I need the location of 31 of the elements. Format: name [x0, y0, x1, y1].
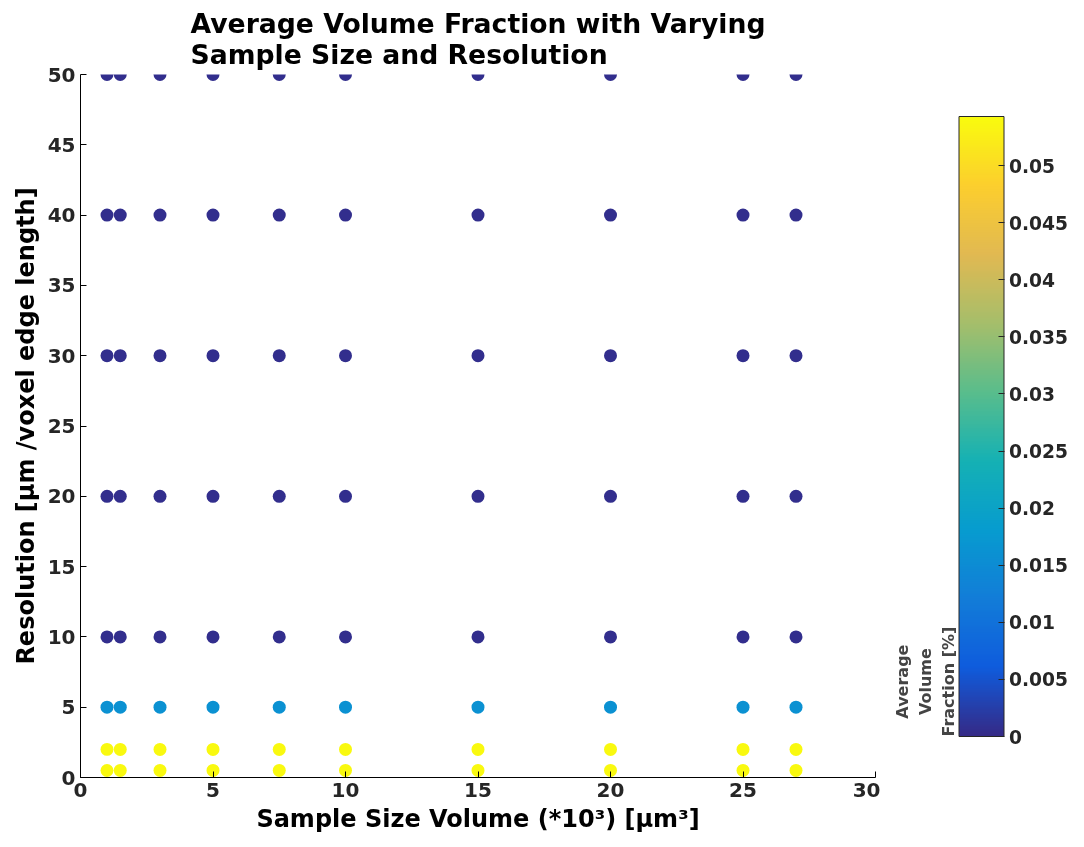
x-tick-label: 30 [852, 777, 881, 802]
x-tick-label: 10 [331, 777, 360, 802]
color-bar-label: 0.045 [1009, 212, 1069, 234]
y-tick-label: 40 [47, 203, 76, 228]
x-axis-title: Sample Size Volume (*10³) [µm³] [256, 804, 700, 833]
y-tick-label: 35 [47, 273, 76, 298]
color-bar-label: 0.02 [1009, 498, 1056, 520]
color-bar-label: 0.025 [1009, 441, 1069, 463]
x-tick-label: 15 [464, 777, 492, 802]
x-tick-label: 25 [729, 777, 757, 802]
color-bar-label: 0.005 [1009, 669, 1069, 691]
color-bar-label: 0.035 [1009, 326, 1069, 348]
color-bar-label: 0.03 [1009, 383, 1056, 405]
y-tick-label: 5 [61, 695, 76, 720]
x-tick-label: 5 [206, 777, 220, 802]
x-tick-label: 20 [596, 777, 625, 802]
color-bar-label: 0 [1009, 726, 1022, 748]
color-bar-label: 0.01 [1009, 612, 1056, 634]
y-axis-title: Resolution [µm /voxel edge length] [11, 187, 40, 665]
color-bar-label: 0.05 [1009, 155, 1056, 177]
color-bar-label: 0.015 [1009, 555, 1069, 577]
y-tick-label: 45 [47, 132, 76, 157]
y-tick-label: 10 [47, 624, 76, 649]
y-tick-label: 25 [47, 414, 76, 438]
y-tick-label: 20 [47, 484, 76, 509]
y-tick-label: 30 [47, 343, 76, 368]
chart-title: Average Volume Fraction with Varying Sample Size and Resolution [190, 7, 766, 70]
y-tick-label: 15 [47, 554, 76, 579]
color-bar-title: Average Volume Fraction [%] [893, 626, 958, 737]
color-bar-label: 0.04 [1009, 269, 1056, 291]
y-tick-label: 50 [47, 62, 76, 87]
